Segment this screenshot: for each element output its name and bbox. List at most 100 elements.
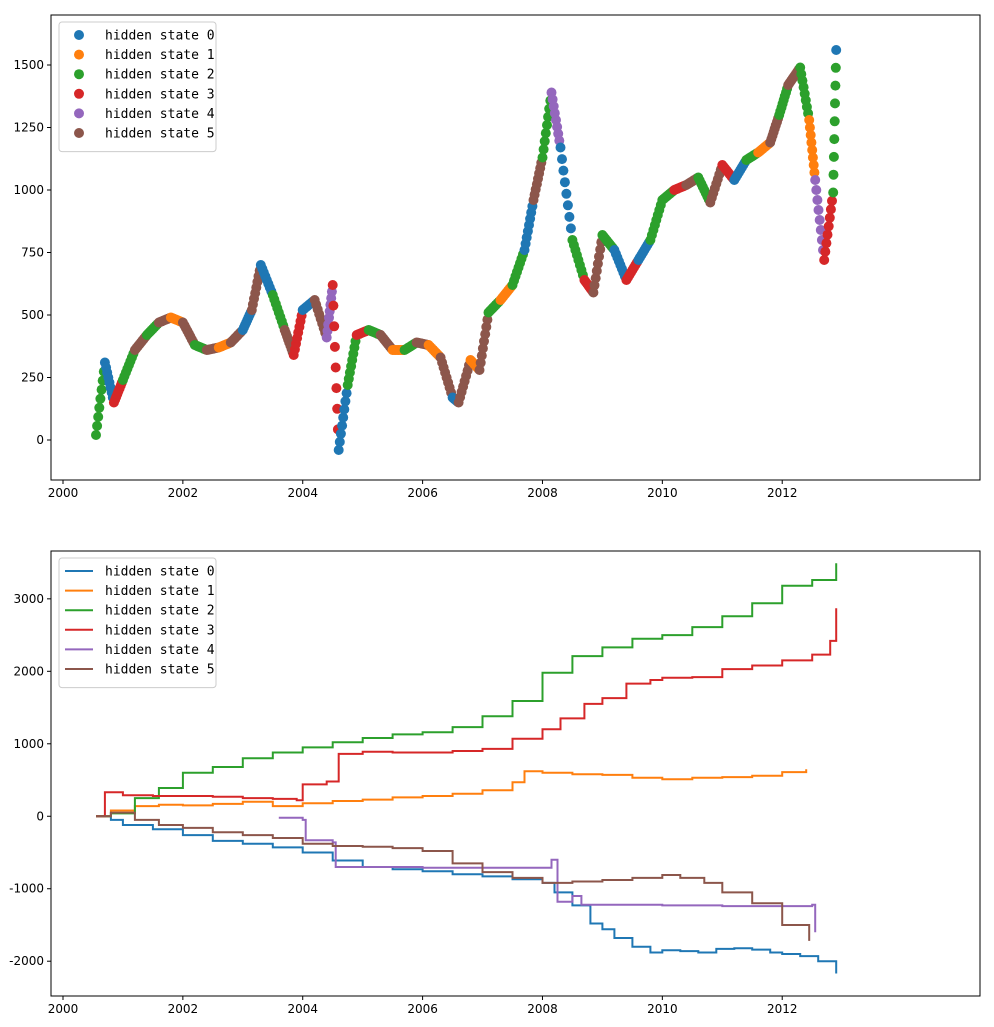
series-line-state-0 <box>96 815 838 974</box>
point-state-1 <box>807 152 818 163</box>
legend: hidden state 0 hidden state 1 hidden state… <box>58 557 217 689</box>
legend-label: hidden state 0 <box>105 565 215 580</box>
legend-label: hidden state 4 <box>105 107 215 122</box>
y-tick-label: -1000 <box>9 882 44 896</box>
series-line-state-5 <box>96 811 811 941</box>
point-state-3 <box>327 280 338 290</box>
point-state-2 <box>93 411 104 422</box>
y-tick-label: 1000 <box>13 183 44 197</box>
y-tick-label: 1500 <box>13 58 44 72</box>
x-tick-label: 2000 <box>48 1002 79 1016</box>
point-state-3 <box>827 195 837 206</box>
legend-marker <box>74 69 84 80</box>
y-tick-label: 750 <box>21 246 44 260</box>
point-state-2 <box>95 393 106 404</box>
point-state-2 <box>828 187 839 198</box>
x-tick-label: 2012 <box>767 486 798 500</box>
y-tick-label: 1000 <box>13 737 44 751</box>
x-tick-label: 2008 <box>527 486 558 500</box>
legend-label: hidden state 4 <box>105 643 215 658</box>
legend-marker <box>74 88 84 99</box>
x-tick-label: 2006 <box>407 486 438 500</box>
point-state-2 <box>542 120 552 130</box>
point-state-4 <box>814 215 825 225</box>
point-state-3 <box>331 383 342 394</box>
legend-marker <box>74 128 84 138</box>
legend: hidden state 0 hidden state 1 hidden state… <box>58 21 217 153</box>
point-state-3 <box>823 221 834 232</box>
point-state-2 <box>828 151 839 162</box>
point-state-2 <box>92 420 103 431</box>
y-tick-label: -2000 <box>9 954 44 968</box>
point-state-3 <box>822 229 833 240</box>
point-state-2 <box>540 128 551 139</box>
point-state-3 <box>824 212 835 223</box>
point-state-4 <box>813 205 824 215</box>
point-state-2 <box>91 430 101 440</box>
y-tick-label: 0 <box>36 809 44 823</box>
x-tick-label: 2008 <box>527 1002 558 1016</box>
point-state-2 <box>829 116 840 127</box>
legend-label: hidden state 5 <box>105 663 215 678</box>
point-state-0 <box>333 445 344 455</box>
point-state-2 <box>830 80 841 91</box>
legend-label: hidden state 1 <box>105 584 215 599</box>
point-state-2 <box>538 144 549 155</box>
x-tick-label: 2002 <box>168 486 199 500</box>
point-state-2 <box>96 384 107 395</box>
legend-label: hidden state 2 <box>105 604 215 619</box>
point-state-3 <box>819 255 830 265</box>
y-tick-label: 1250 <box>13 121 44 135</box>
point-state-3 <box>329 321 340 332</box>
point-state-0 <box>340 396 351 407</box>
y-tick-label: 2000 <box>13 664 44 678</box>
point-state-2 <box>830 98 840 109</box>
point-state-1 <box>807 145 818 155</box>
y-tick-label: 3000 <box>13 592 44 606</box>
legend-label: hidden state 0 <box>105 29 215 44</box>
x-tick-label: 2010 <box>647 486 678 500</box>
x-tick-label: 2006 <box>407 1002 438 1016</box>
series-line-state-4 <box>278 816 817 933</box>
legend-box <box>58 21 217 153</box>
legend-box <box>58 557 217 689</box>
point-state-4 <box>810 175 821 185</box>
point-state-3 <box>330 362 341 373</box>
point-state-3 <box>825 204 836 215</box>
legend-marker <box>74 49 84 60</box>
point-state-0 <box>562 200 573 211</box>
legend-label: hidden state 5 <box>105 127 215 142</box>
point-state-0 <box>559 177 570 188</box>
legend-label: hidden state 2 <box>105 68 215 83</box>
scatter-chart: 2000 2002 2004 2006 2008 2010 2012 0 250 500 750 10… <box>13 14 981 500</box>
point-state-1 <box>806 137 817 148</box>
line-chart: 2000 2002 2004 2006 2008 2010 2012 -2000 -1000 0 1… <box>9 550 981 1016</box>
point-state-0 <box>565 223 576 234</box>
series-line-state-3 <box>96 608 838 818</box>
point-state-2 <box>94 402 105 413</box>
point-state-0 <box>561 188 572 199</box>
point-state-0 <box>341 388 352 399</box>
point-state-2 <box>828 169 839 180</box>
point-state-0 <box>338 412 349 423</box>
legend-marker <box>74 108 84 119</box>
point-state-1 <box>808 160 819 170</box>
series-line-state-1 <box>96 769 808 818</box>
x-tick-label: 2002 <box>168 1002 199 1016</box>
point-state-3 <box>328 300 339 311</box>
point-state-4 <box>812 195 823 205</box>
point-state-3 <box>329 341 340 352</box>
x-tick-label: 2000 <box>48 486 79 500</box>
point-state-0 <box>558 165 569 176</box>
point-state-2 <box>830 62 841 73</box>
point-state-0 <box>557 154 567 165</box>
series-line-state-2 <box>96 563 838 818</box>
point-state-2 <box>539 136 550 147</box>
point-state-0 <box>337 420 348 431</box>
point-state-0 <box>334 436 345 447</box>
legend-label: hidden state 3 <box>105 623 215 638</box>
point-state-1 <box>805 130 816 140</box>
point-state-0 <box>339 404 350 415</box>
point-state-0 <box>555 142 566 153</box>
